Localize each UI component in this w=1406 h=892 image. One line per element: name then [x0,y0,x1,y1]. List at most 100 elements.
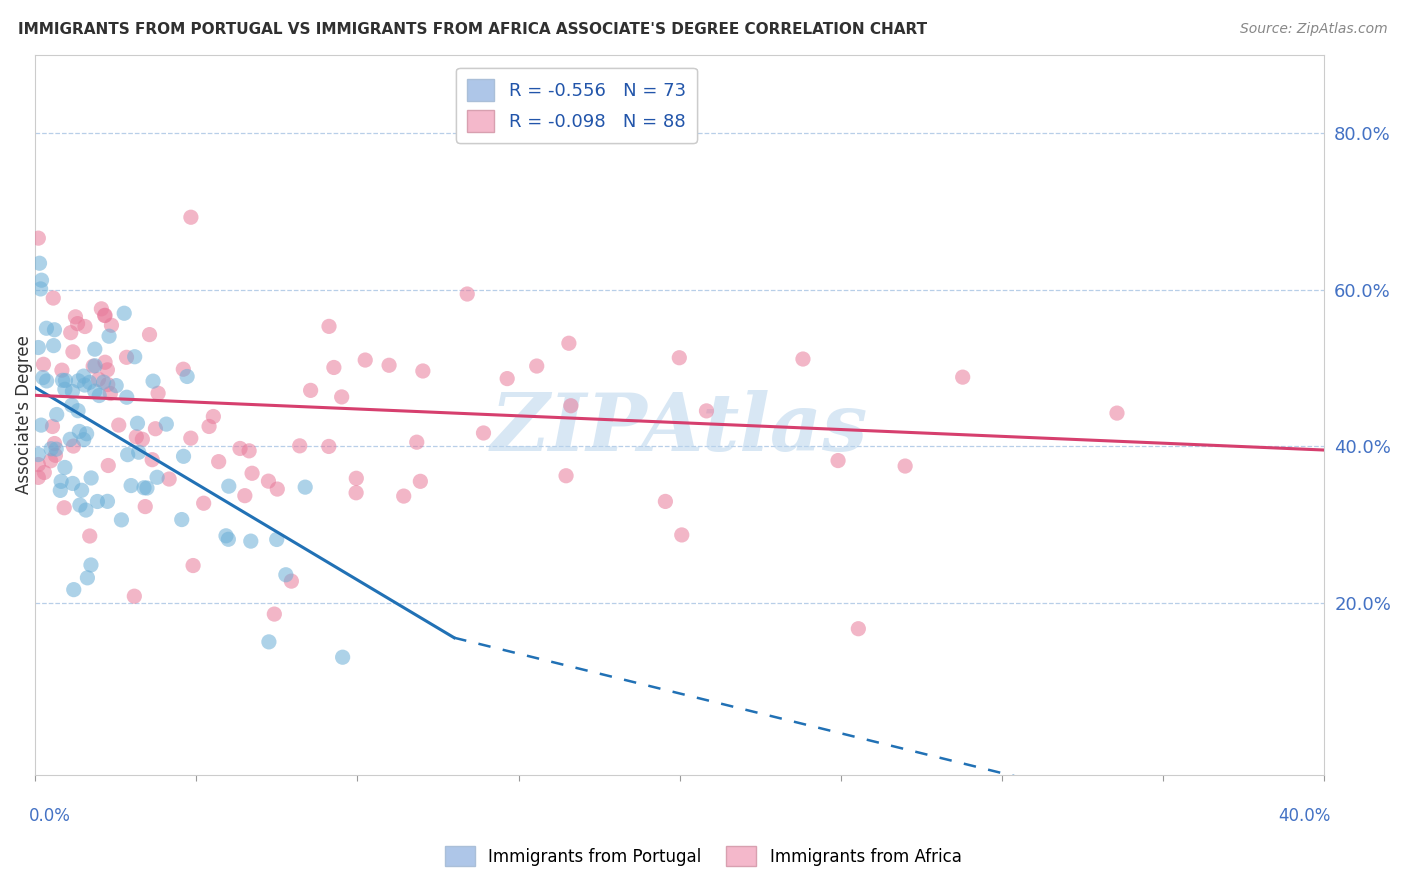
Point [239,534,262,549]
Point [59,432,82,446]
Point [560,399,582,413]
Point [49,475,72,489]
Point [266,533,288,547]
Point [96,494,118,508]
Text: 40.0%: 40.0% [1278,807,1331,825]
Point [79,376,101,390]
Point [97,377,120,392]
Point [229,442,252,456]
Text: 0.0%: 0.0% [28,807,70,825]
Point [98,386,121,401]
Text: ZIPAtlas: ZIPAtlas [491,391,869,468]
Point [79,529,101,543]
Point [67,374,90,388]
Point [39,442,62,456]
Point [42,291,65,305]
Point [76,426,98,441]
Point [208,455,231,469]
Point [124,350,146,364]
Point [180,211,202,225]
Point [412,364,434,378]
Point [409,475,432,489]
Point [27,458,49,472]
Point [73,378,96,392]
Point [181,558,204,573]
Point [110,513,132,527]
Point [1105,406,1128,420]
Point [132,481,155,495]
Point [34,466,56,480]
Point [31,273,53,287]
Point [526,359,548,373]
Point [96,363,118,377]
Point [240,467,263,481]
Point [86,494,108,508]
Point [332,650,354,665]
Point [82,359,104,374]
Point [45,442,67,457]
Point [134,500,156,514]
Point [59,326,82,340]
Point [45,408,67,422]
Point [274,567,297,582]
Point [173,450,195,464]
Point [266,482,288,496]
Point [107,418,129,433]
Point [846,622,869,636]
Point [792,351,814,366]
Point [198,419,221,434]
Point [93,375,115,389]
Point [125,430,148,444]
Point [51,363,73,377]
Point [170,512,193,526]
Point [155,417,177,431]
Point [73,319,96,334]
Point [39,454,62,468]
Point [654,494,676,508]
Point [27,470,49,484]
Point [32,357,55,371]
Point [53,382,76,396]
Point [69,498,91,512]
Point [378,358,401,372]
Point [97,458,120,473]
Point [83,342,105,356]
Point [42,338,65,352]
Point [257,635,280,649]
Point [115,390,138,404]
Point [193,496,215,510]
Point [62,439,84,453]
Point [27,341,49,355]
Point [73,433,96,447]
Point [76,571,98,585]
Point [112,306,135,320]
Point [65,310,87,324]
Point [392,489,415,503]
Point [53,460,76,475]
Point [299,384,322,398]
Point [668,351,690,365]
Point [49,483,72,498]
Point [456,287,478,301]
Point [322,360,344,375]
Point [238,443,260,458]
Point [176,369,198,384]
Point [138,327,160,342]
Legend: R = -0.556   N = 73, R = -0.098   N = 88: R = -0.556 N = 73, R = -0.098 N = 88 [457,68,697,143]
Point [44,323,66,337]
Point [100,318,122,333]
Point [55,373,77,387]
Point [218,479,240,493]
Point [344,485,367,500]
Point [84,359,107,373]
Point [555,468,578,483]
Point [120,478,142,492]
Point [80,558,103,572]
Point [671,528,693,542]
Point [294,480,316,494]
Point [35,321,58,335]
Point [136,481,159,495]
Point [180,431,202,445]
Point [142,374,165,388]
Point [117,448,139,462]
